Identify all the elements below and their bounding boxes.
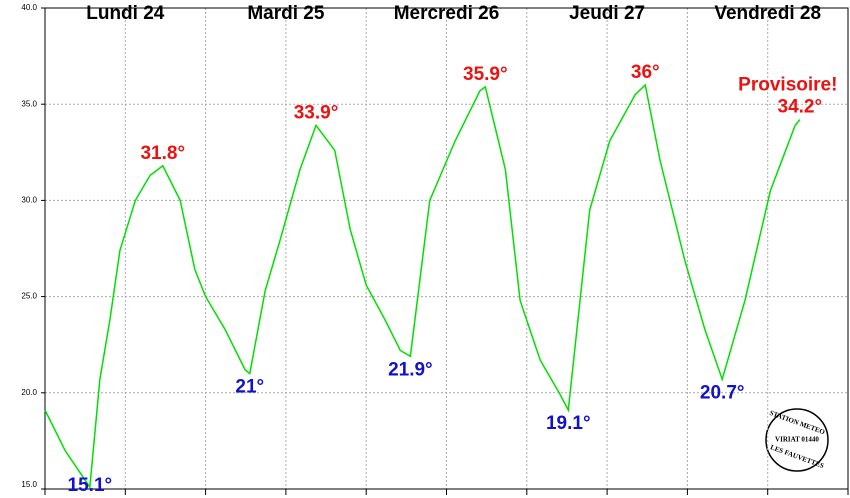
max-label: 36° <box>631 62 660 83</box>
max-label: 31.8° <box>140 143 185 164</box>
max-label: 35.9° <box>463 64 508 85</box>
min-label: 21° <box>235 377 264 398</box>
y-tick-label: 20.0 <box>21 388 37 397</box>
day-label: Jeudi 27 <box>569 3 645 24</box>
annotation: Provisoire! <box>738 75 837 96</box>
temperature-line <box>44 83 801 490</box>
y-tick-label: 25.0 <box>21 292 37 301</box>
y-tick-label: 15.0 <box>21 480 37 489</box>
plot-frame <box>44 7 849 490</box>
min-label: 19.1° <box>546 413 591 434</box>
min-label: 20.7° <box>700 382 745 403</box>
y-tick-label: 35.0 <box>21 99 37 108</box>
day-label: Mercredi 26 <box>394 3 500 24</box>
stamp-text: LES FAUVETTES <box>769 443 825 470</box>
stamp-text: STATION METEO <box>768 409 826 437</box>
day-label: Vendredi 28 <box>714 3 821 24</box>
stamp-circle <box>765 408 829 472</box>
y-tick-label: 40.0 <box>21 3 37 12</box>
stamp: STATION METEO VIRIAT 01440 LES FAUVETTES <box>765 408 829 472</box>
max-label: 33.9° <box>294 102 339 123</box>
max-label: 34.2° <box>778 97 823 118</box>
min-label: 15.1° <box>68 475 113 496</box>
stamp-text: VIRIAT 01440 <box>775 436 819 444</box>
y-tick-label: 30.0 <box>21 196 37 205</box>
day-label: Mardi 25 <box>247 3 325 24</box>
min-label: 21.9° <box>388 359 433 380</box>
day-label: Lundi 24 <box>86 3 165 24</box>
